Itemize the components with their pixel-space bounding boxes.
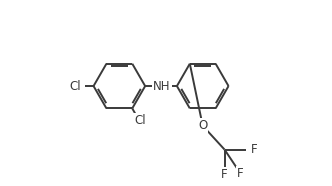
Text: NH: NH <box>153 80 171 93</box>
Text: F: F <box>251 143 258 156</box>
Text: F: F <box>237 167 244 180</box>
Text: Cl: Cl <box>134 114 146 127</box>
Text: O: O <box>198 119 208 132</box>
Text: Cl: Cl <box>69 80 81 93</box>
Text: F: F <box>221 168 228 181</box>
